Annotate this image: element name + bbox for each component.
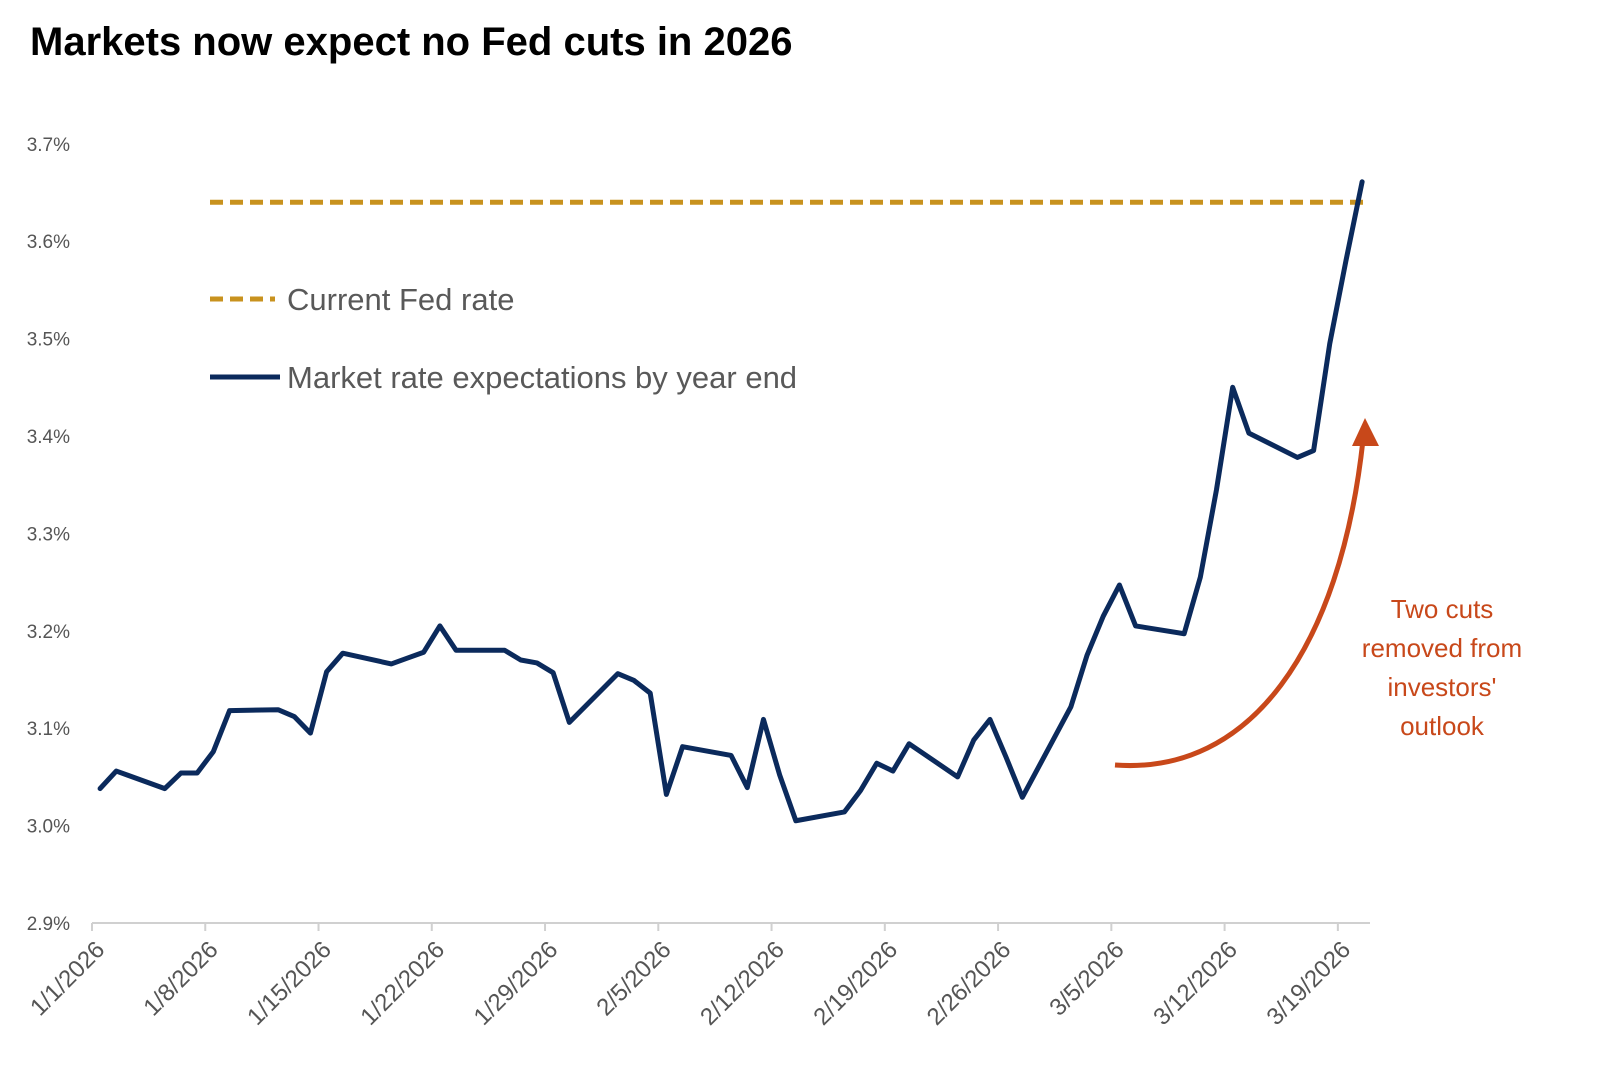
annotation: Two cuts removed from investors' outlook bbox=[1114, 418, 1522, 769]
x-tick-label: 2/19/2026 bbox=[808, 936, 903, 1031]
x-tick-label: 2/5/2026 bbox=[591, 936, 676, 1021]
x-tick-label: 3/5/2026 bbox=[1044, 936, 1129, 1021]
y-tick-label: 3.4% bbox=[27, 427, 70, 448]
y-tick-label: 3.3% bbox=[27, 524, 70, 545]
legend-label-fed-rate: Current Fed rate bbox=[287, 282, 514, 317]
annotation-line-1: Two cuts bbox=[1391, 594, 1494, 624]
x-tick-label: 1/22/2026 bbox=[355, 936, 450, 1031]
arrow-head bbox=[1352, 418, 1379, 446]
series-layer bbox=[97, 179, 1365, 824]
x-tick-label: 2/12/2026 bbox=[695, 936, 790, 1031]
y-tick-label: 3.0% bbox=[27, 817, 70, 838]
x-axis: 1/1/2026 1/8/2026 1/15/2026 1/22/2026 1/29/2… bbox=[25, 922, 1370, 1031]
x-tick-label: 3/12/2026 bbox=[1148, 936, 1243, 1031]
x-tick-label: 1/15/2026 bbox=[242, 936, 337, 1031]
y-tick-label: 3.6% bbox=[27, 232, 70, 253]
legend-label-expectations: Market rate expectations by year end bbox=[287, 360, 797, 395]
x-tick-label: 1/1/2026 bbox=[25, 936, 110, 1021]
annotation-line-3: investors' bbox=[1387, 672, 1496, 702]
y-tick-label: 3.7% bbox=[27, 135, 70, 156]
x-tick-label: 3/19/2026 bbox=[1262, 936, 1357, 1031]
legend: Current Fed rate Market rate expectation… bbox=[210, 282, 797, 395]
annotation-line-2: removed from bbox=[1362, 633, 1522, 663]
chart-title: Markets now expect no Fed cuts in 2026 bbox=[30, 20, 793, 64]
curved-up-arrow-icon bbox=[1114, 439, 1366, 769]
y-tick-label: 3.2% bbox=[27, 622, 70, 643]
x-tick-label: 1/29/2026 bbox=[469, 936, 564, 1031]
y-tick-label: 3.5% bbox=[27, 330, 70, 351]
y-tick-label: 2.9% bbox=[27, 914, 70, 935]
y-tick-label: 3.1% bbox=[27, 719, 70, 740]
annotation-line-4: outlook bbox=[1400, 711, 1485, 741]
x-tick-label: 1/8/2026 bbox=[138, 936, 223, 1021]
x-tick-label: 2/26/2026 bbox=[922, 936, 1017, 1031]
y-axis: 2.9% 3.0% 3.1% 3.2% 3.3% 3.4% 3.5% 3.6% 3.7% bbox=[27, 135, 70, 935]
expectations-line bbox=[97, 179, 1365, 824]
